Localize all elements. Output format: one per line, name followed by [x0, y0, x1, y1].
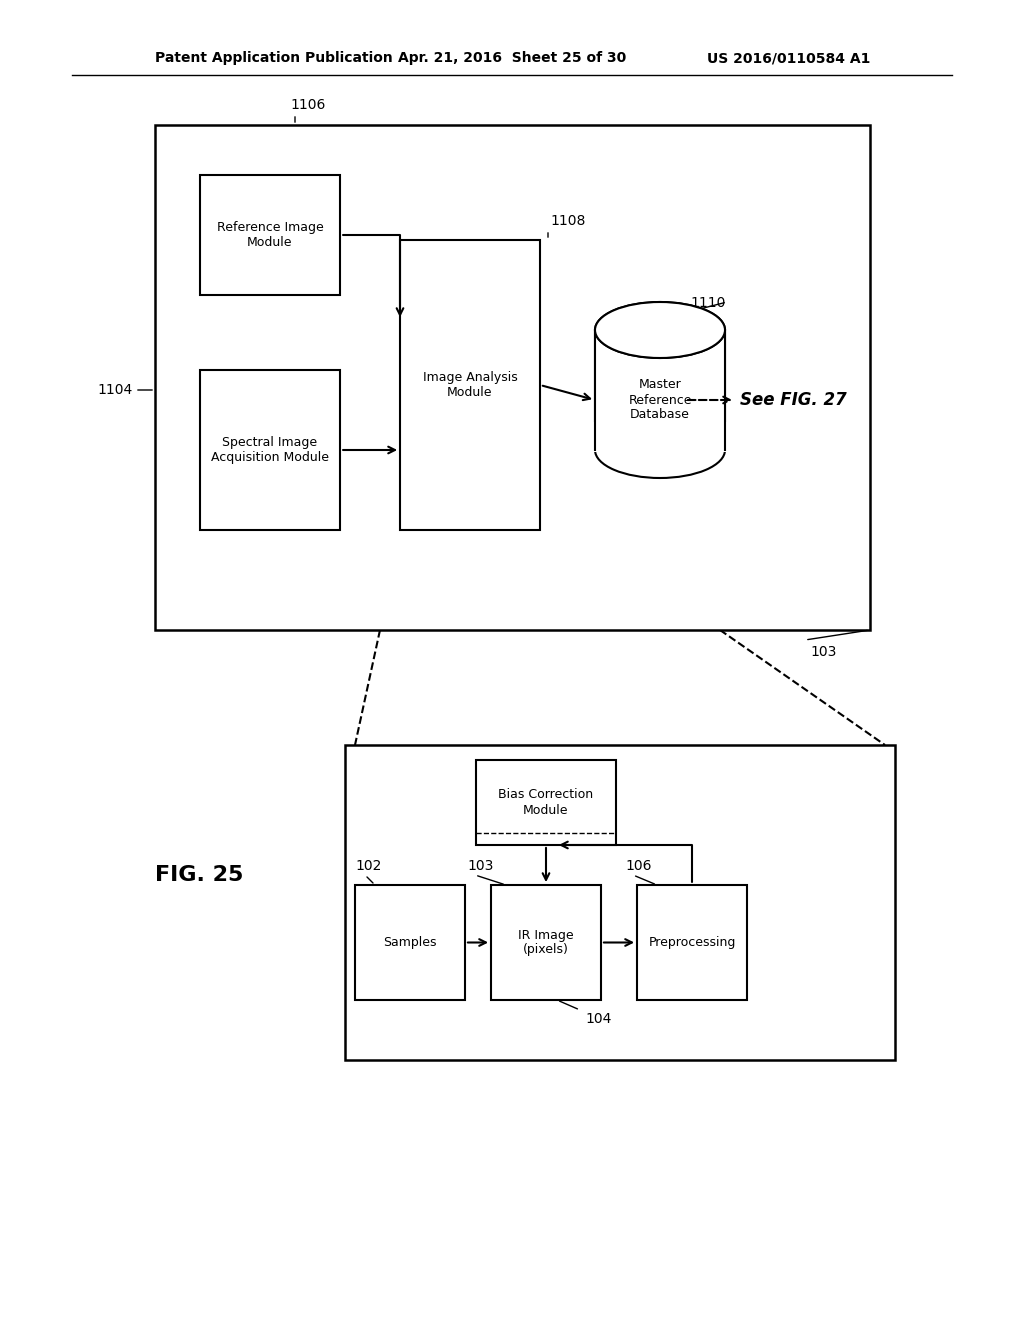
Text: 106: 106 [625, 859, 651, 873]
Bar [200, 370, 340, 531]
Bar [345, 744, 895, 1060]
Bar [490, 884, 601, 1001]
Bar [155, 125, 870, 630]
Text: 102: 102 [355, 859, 381, 873]
Bar [637, 884, 746, 1001]
Text: 103: 103 [810, 645, 837, 659]
Text: Patent Application Publication: Patent Application Publication [155, 51, 393, 65]
Text: Spectral Image
Acquisition Module: Spectral Image Acquisition Module [211, 436, 329, 465]
Text: 103: 103 [467, 859, 494, 873]
Ellipse shape [595, 422, 725, 478]
Text: Apr. 21, 2016  Sheet 25 of 30: Apr. 21, 2016 Sheet 25 of 30 [398, 51, 626, 65]
Bar [593, 422, 727, 451]
Text: FIG. 25: FIG. 25 [155, 865, 244, 884]
Ellipse shape [595, 302, 725, 358]
Bar [476, 760, 616, 845]
Text: Reference Image
Module: Reference Image Module [217, 220, 324, 249]
Text: 1104: 1104 [97, 383, 133, 397]
Text: IR Image
(pixels): IR Image (pixels) [518, 928, 573, 957]
Bar [595, 330, 725, 450]
Bar [200, 176, 340, 294]
Text: Image Analysis
Module: Image Analysis Module [423, 371, 517, 399]
Text: See FIG. 27: See FIG. 27 [740, 391, 847, 409]
Text: 1110: 1110 [690, 296, 725, 310]
Ellipse shape [595, 302, 725, 358]
Text: Preprocessing: Preprocessing [648, 936, 735, 949]
Text: Master
Reference
Database: Master Reference Database [629, 379, 692, 421]
Text: 1106: 1106 [290, 98, 326, 112]
Text: US 2016/0110584 A1: US 2016/0110584 A1 [707, 51, 870, 65]
Text: Samples: Samples [383, 936, 437, 949]
Text: 1108: 1108 [550, 214, 586, 228]
Text: 104: 104 [585, 1012, 611, 1026]
Bar [355, 884, 465, 1001]
Bar [400, 240, 540, 531]
Text: Bias Correction
Module: Bias Correction Module [499, 788, 594, 817]
